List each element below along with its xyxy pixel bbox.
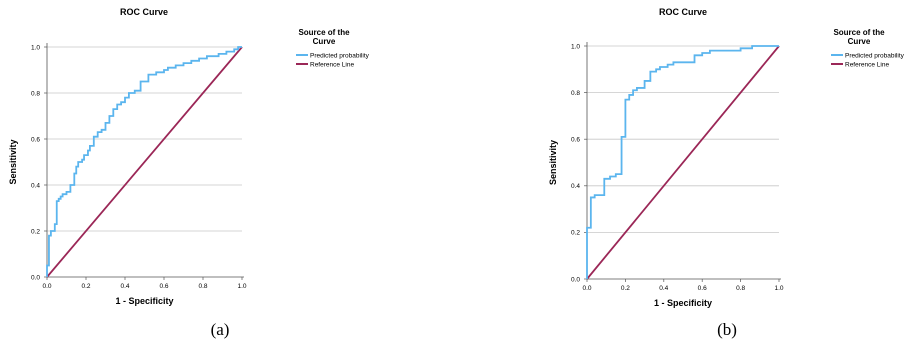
caption-a: (a) bbox=[210, 320, 230, 339]
x-tick-label: 0.0 bbox=[582, 285, 591, 292]
x-tick-label: 0.8 bbox=[736, 285, 745, 292]
legend-entry: Reference Line bbox=[845, 61, 889, 68]
x-tick-label: 0.6 bbox=[159, 283, 168, 290]
x-axis-title: 1 - Specificity bbox=[654, 298, 712, 308]
predicted-probability-series-line bbox=[586, 45, 779, 279]
y-tick-label: 0.6 bbox=[31, 136, 40, 143]
y-tick-label: 0.4 bbox=[571, 183, 580, 190]
reference-line-series-line bbox=[586, 45, 780, 280]
y-axis-title: Sensitivity bbox=[8, 139, 18, 184]
y-tick-label: 0.0 bbox=[31, 274, 40, 281]
predicted-probability-series-line bbox=[46, 46, 242, 277]
y-tick-label: 0.4 bbox=[31, 182, 40, 189]
chart-title: ROC Curve bbox=[659, 7, 707, 17]
x-tick-label: 0.0 bbox=[42, 283, 51, 290]
x-tick-label: 0.8 bbox=[198, 283, 207, 290]
x-tick-label: 0.6 bbox=[698, 285, 707, 292]
x-tick-label: 1.0 bbox=[774, 285, 783, 292]
y-tick-label: 0.2 bbox=[571, 230, 580, 237]
y-tick-label: 0.0 bbox=[571, 276, 580, 283]
legend-entry: Predicted probability bbox=[845, 52, 905, 59]
legend-title: Curve bbox=[848, 37, 871, 46]
legend-entry: Reference Line bbox=[310, 61, 354, 68]
y-tick-label: 0.6 bbox=[571, 137, 580, 144]
x-tick-label: 0.2 bbox=[81, 283, 90, 290]
reference-line-series-line bbox=[46, 46, 243, 278]
roc-chart-a: ROC Curve 0.0 0.2 0.4 0.6 0.8 1.0 0.0 0.2 0.4 0.6 0… bbox=[8, 7, 370, 306]
legend-entry: Predicted probability bbox=[310, 52, 370, 59]
caption-b: (b) bbox=[717, 320, 737, 339]
roc-chart-b: ROC Curve 0.0 0.2 0.4 0.6 0.8 1.0 0.0 0.2 0.4 0.6 0… bbox=[548, 7, 905, 308]
x-tick-label: 0.4 bbox=[659, 285, 668, 292]
x-tick-label: 0.4 bbox=[120, 283, 129, 290]
roc-panel-a: ROC Curve 0.0 0.2 0.4 0.6 0.8 1.0 0.0 0.2 0.4 0.6 0… bbox=[8, 7, 370, 339]
legend-title: Source of the bbox=[833, 28, 885, 37]
legend-title: Source of the bbox=[298, 28, 350, 37]
x-tick-label: 1.0 bbox=[237, 283, 246, 290]
y-tick-label: 1.0 bbox=[571, 43, 580, 50]
y-tick-label: 0.8 bbox=[571, 90, 580, 97]
legend-title: Curve bbox=[313, 37, 336, 46]
y-tick-label: 0.8 bbox=[31, 90, 40, 97]
chart-title: ROC Curve bbox=[120, 7, 168, 17]
y-axis-title: Sensitivity bbox=[548, 140, 558, 185]
x-axis-title: 1 - Specificity bbox=[115, 296, 173, 306]
x-tick-label: 0.2 bbox=[621, 285, 630, 292]
y-tick-label: 0.2 bbox=[31, 228, 40, 235]
y-tick-label: 1.0 bbox=[31, 44, 40, 51]
roc-panel-b: ROC Curve 0.0 0.2 0.4 0.6 0.8 1.0 0.0 0.2 0.4 0.6 0… bbox=[454, 0, 908, 349]
